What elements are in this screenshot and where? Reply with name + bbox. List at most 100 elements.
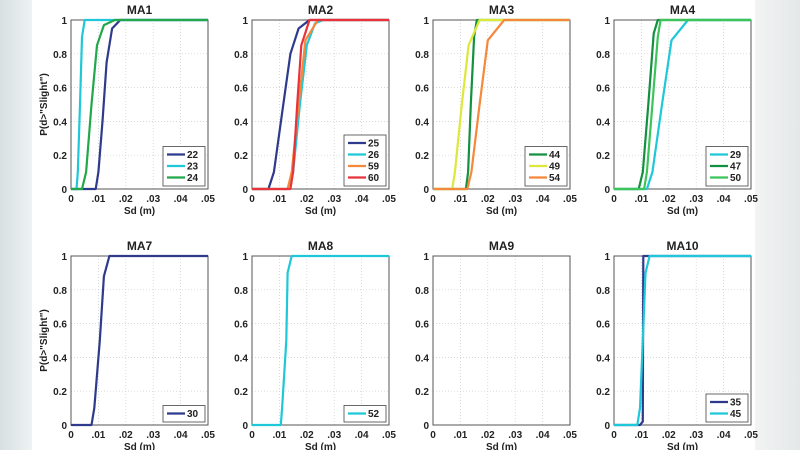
subplot-ma9: 0 .01 .02 .03 .04 .05 0 0.2 0.4 0.6 0.8 1 MA9 Sd (m) xyxy=(415,239,577,450)
x-tick-label: .01 xyxy=(453,430,467,441)
x-axis-label: Sd (m) xyxy=(667,206,698,217)
subplot-ma8: 0 .01 .02 .03 .04 .05 0 0.2 0.4 0.6 0.8 1 MA8 Sd (m) 5… xyxy=(234,239,396,450)
series-line-50 xyxy=(614,18,751,191)
y-tick-label: 0.2 xyxy=(596,151,610,162)
x-tick-label: 0 xyxy=(68,430,74,441)
x-tick-label: .02 xyxy=(119,194,133,205)
x-tick-label: .02 xyxy=(481,194,495,205)
y-tick-label: 0 xyxy=(242,185,248,196)
y-tick-label: 0.4 xyxy=(415,353,429,364)
x-tick-label: .01 xyxy=(453,194,467,205)
legend: 52 xyxy=(343,405,387,423)
y-tick-label: 0.4 xyxy=(415,117,429,128)
x-tick-label: .03 xyxy=(508,430,522,441)
x-tick-label: .04 xyxy=(717,194,731,205)
y-tick-label: 1 xyxy=(61,252,67,263)
subplot-title: MA10 xyxy=(666,239,698,253)
legend-label: 26 xyxy=(368,150,380,161)
legend-label: 25 xyxy=(368,139,380,150)
x-tick-label: 0 xyxy=(611,430,617,441)
x-tick-label: .03 xyxy=(508,194,522,205)
legend-label: 29 xyxy=(730,150,742,161)
y-tick-label: 0.2 xyxy=(234,387,248,398)
legend-box xyxy=(705,393,749,423)
series-line-60 xyxy=(252,18,389,191)
y-tick-label: 0 xyxy=(61,185,67,196)
y-tick-label: 0.8 xyxy=(234,50,248,61)
x-tick-label: 0 xyxy=(249,430,255,441)
legend-label: 23 xyxy=(187,162,199,173)
plot-frame xyxy=(432,255,571,426)
y-tick-label: 1 xyxy=(423,16,429,27)
y-tick-label: 0 xyxy=(604,421,610,432)
series-line-22 xyxy=(71,18,208,191)
y-tick-label: 0.8 xyxy=(53,50,67,61)
x-tick-label: .05 xyxy=(744,430,758,441)
y-tick-label: 1 xyxy=(604,252,610,263)
legend-label: 24 xyxy=(187,173,199,184)
x-tick-label: .02 xyxy=(662,430,676,441)
y-tick-label: 0.6 xyxy=(596,320,610,331)
series-line-30 xyxy=(71,254,208,427)
legend-label: 60 xyxy=(368,173,380,184)
x-tick-label: .04 xyxy=(355,194,369,205)
series-line-52 xyxy=(252,254,389,427)
x-tick-label: .05 xyxy=(382,430,396,441)
x-tick-label: .05 xyxy=(201,430,215,441)
legend-label: 30 xyxy=(187,409,199,420)
y-tick-label: 0.8 xyxy=(415,50,429,61)
plot-frame xyxy=(251,255,390,426)
x-axis-label: Sd (m) xyxy=(124,442,155,450)
y-tick-label: 1 xyxy=(242,252,248,263)
legend-label: 44 xyxy=(549,150,561,161)
y-tick-label: 0.6 xyxy=(596,84,610,95)
y-tick-label: 0.4 xyxy=(234,353,248,364)
plot-frame xyxy=(70,255,209,426)
x-tick-label: 0 xyxy=(611,194,617,205)
subplot-title: MA9 xyxy=(489,239,515,253)
x-tick-label: .01 xyxy=(272,430,286,441)
x-tick-label: .05 xyxy=(382,194,396,205)
y-tick-label: 0.6 xyxy=(415,84,429,95)
x-tick-label: .02 xyxy=(119,430,133,441)
y-tick-label: 0.8 xyxy=(596,50,610,61)
x-axis-label: Sd (m) xyxy=(305,442,336,450)
x-tick-label: .02 xyxy=(481,430,495,441)
x-axis-label: Sd (m) xyxy=(486,442,517,450)
x-tick-label: .04 xyxy=(536,430,550,441)
x-tick-label: .03 xyxy=(689,194,703,205)
x-tick-label: .05 xyxy=(201,194,215,205)
x-tick-label: .01 xyxy=(634,194,648,205)
subplot-title: MA7 xyxy=(127,239,153,253)
x-tick-label: .02 xyxy=(662,194,676,205)
subplot-ma10: 0 .01 .02 .03 .04 .05 0 0.2 0.4 0.6 0.8 1 MA10 Sd (m)… xyxy=(596,239,758,450)
y-tick-label: 1 xyxy=(604,16,610,27)
y-tick-label: 0.8 xyxy=(415,286,429,297)
y-tick-label: 0.4 xyxy=(234,117,248,128)
x-tick-label: 0 xyxy=(430,430,436,441)
legend-label: 59 xyxy=(368,162,380,173)
y-tick-label: 0.6 xyxy=(234,84,248,95)
x-tick-label: .05 xyxy=(563,194,577,205)
x-tick-label: .03 xyxy=(689,430,703,441)
subplot-title: MA1 xyxy=(127,3,153,17)
x-tick-label: .03 xyxy=(327,194,341,205)
x-axis-label: Sd (m) xyxy=(305,206,336,217)
y-tick-label: 0 xyxy=(604,185,610,196)
legend-label: 49 xyxy=(549,162,561,173)
x-axis-label: Sd (m) xyxy=(486,206,517,217)
x-tick-label: .05 xyxy=(563,430,577,441)
series-line-54 xyxy=(433,18,570,191)
subplot-ma3: 0 .01 .02 .03 .04 .05 0 0.2 0.4 0.6 0.8 1 MA3 Sd (m) 4… xyxy=(415,3,577,217)
legend-label: 35 xyxy=(730,398,742,409)
y-tick-label: 0.4 xyxy=(53,117,67,128)
y-tick-label: 0.4 xyxy=(596,117,610,128)
y-tick-label: 0.2 xyxy=(234,151,248,162)
y-axis-label: P(d>"Slight") xyxy=(39,73,50,136)
y-tick-label: 0.8 xyxy=(596,286,610,297)
y-tick-label: 1 xyxy=(423,252,429,263)
y-tick-label: 1 xyxy=(242,16,248,27)
